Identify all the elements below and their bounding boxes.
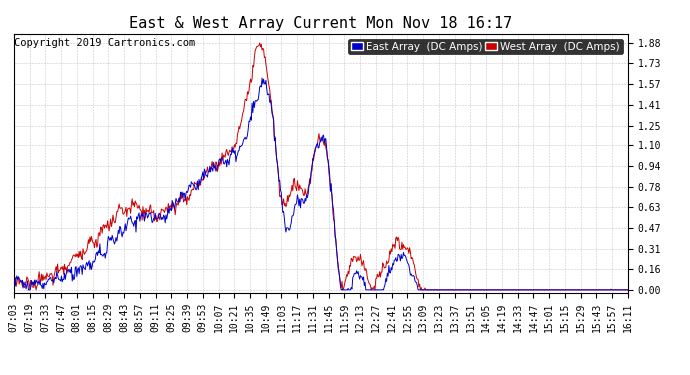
Legend: East Array  (DC Amps), West Array  (DC Amps): East Array (DC Amps), West Array (DC Amp… [348,39,622,54]
Title: East & West Array Current Mon Nov 18 16:17: East & West Array Current Mon Nov 18 16:… [129,16,513,31]
Text: Copyright 2019 Cartronics.com: Copyright 2019 Cartronics.com [14,38,196,48]
